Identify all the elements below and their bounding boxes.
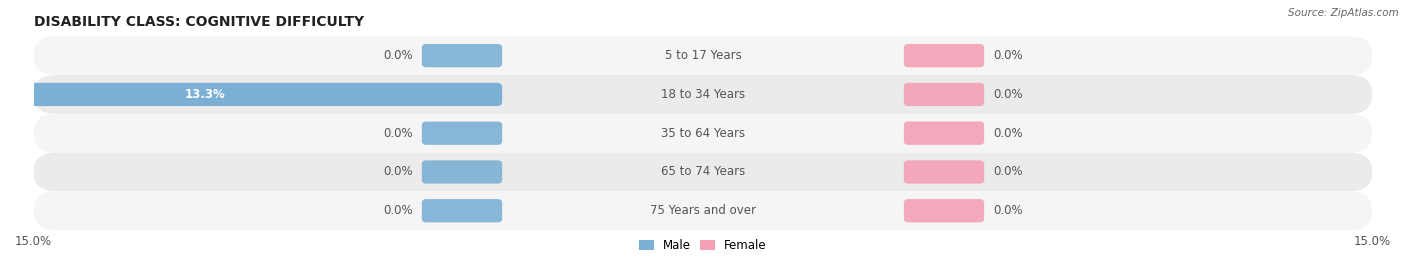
FancyBboxPatch shape	[34, 191, 1372, 230]
Legend: Male, Female: Male, Female	[640, 239, 766, 252]
Text: 0.0%: 0.0%	[384, 49, 413, 62]
Text: 0.0%: 0.0%	[384, 204, 413, 217]
FancyBboxPatch shape	[34, 75, 1372, 114]
FancyBboxPatch shape	[422, 199, 502, 222]
FancyBboxPatch shape	[904, 122, 984, 145]
Text: 65 to 74 Years: 65 to 74 Years	[661, 165, 745, 178]
Text: 0.0%: 0.0%	[993, 127, 1022, 140]
Text: 13.3%: 13.3%	[186, 88, 226, 101]
FancyBboxPatch shape	[904, 199, 984, 222]
Text: 0.0%: 0.0%	[993, 49, 1022, 62]
FancyBboxPatch shape	[34, 114, 1372, 152]
Text: Source: ZipAtlas.com: Source: ZipAtlas.com	[1288, 8, 1399, 18]
FancyBboxPatch shape	[904, 83, 984, 106]
Text: 75 Years and over: 75 Years and over	[650, 204, 756, 217]
FancyBboxPatch shape	[422, 44, 502, 67]
Text: 0.0%: 0.0%	[384, 165, 413, 178]
Text: 35 to 64 Years: 35 to 64 Years	[661, 127, 745, 140]
Text: DISABILITY CLASS: COGNITIVE DIFFICULTY: DISABILITY CLASS: COGNITIVE DIFFICULTY	[34, 15, 364, 29]
FancyBboxPatch shape	[422, 122, 502, 145]
FancyBboxPatch shape	[904, 44, 984, 67]
FancyBboxPatch shape	[0, 83, 502, 106]
Text: 0.0%: 0.0%	[993, 165, 1022, 178]
FancyBboxPatch shape	[422, 160, 502, 184]
FancyBboxPatch shape	[904, 160, 984, 184]
FancyBboxPatch shape	[34, 36, 1372, 75]
Text: 0.0%: 0.0%	[993, 88, 1022, 101]
Text: 0.0%: 0.0%	[384, 127, 413, 140]
Text: 5 to 17 Years: 5 to 17 Years	[665, 49, 741, 62]
Text: 0.0%: 0.0%	[993, 204, 1022, 217]
Text: 18 to 34 Years: 18 to 34 Years	[661, 88, 745, 101]
FancyBboxPatch shape	[34, 152, 1372, 191]
